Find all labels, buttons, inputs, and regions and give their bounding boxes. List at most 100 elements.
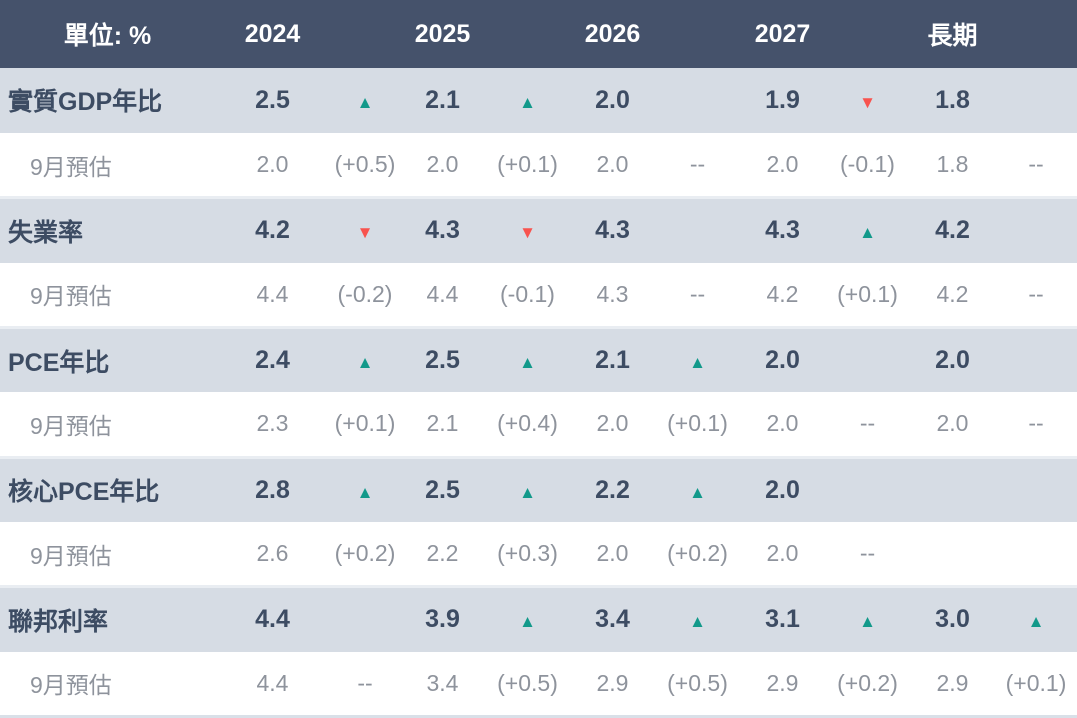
- row-label: PCE年比: [8, 348, 110, 377]
- header-row: 單位: % 2024 2025 2026 2027 長期: [0, 0, 1077, 68]
- down-arrow-icon: ▼: [356, 223, 374, 243]
- value-cell: 3.4: [426, 669, 459, 696]
- change-cell: (+0.3): [497, 540, 558, 567]
- column-header: 2026: [584, 19, 641, 48]
- up-arrow-icon: ▲: [1027, 612, 1045, 632]
- value-cell: 1.8: [936, 151, 969, 178]
- row-label: 9月預估: [30, 412, 112, 439]
- value-cell: 3.1: [765, 605, 800, 634]
- change-cell: (+0.2): [837, 669, 898, 696]
- value-cell: 2.2: [426, 540, 459, 567]
- change-cell: (+0.5): [334, 151, 396, 178]
- change-cell: ▼: [330, 198, 400, 263]
- change-cell: --: [1028, 280, 1044, 307]
- change-cell: --: [357, 669, 373, 696]
- change-cell: (+0.5): [667, 669, 728, 696]
- change-cell: [995, 457, 1077, 522]
- change-cell: ▲: [330, 327, 400, 392]
- row-label: 9月預估: [30, 153, 112, 180]
- change-cell: ▲: [825, 587, 910, 652]
- metric-row: 核心PCE年比 2.8 ▲ 2.5 ▲ 2.2 ▲ 2.0: [0, 457, 1077, 522]
- column-header-spacer: [995, 0, 1077, 68]
- column-header: 2027: [754, 19, 811, 48]
- value-cell: 2.0: [766, 540, 799, 567]
- metric-row: 失業率 4.2 ▼ 4.3 ▼ 4.3 4.3 ▲ 4.2: [0, 197, 1077, 263]
- column-header-spacer: [485, 0, 570, 68]
- column-header: 長期: [927, 22, 978, 50]
- value-cell: 2.0: [596, 410, 629, 437]
- value-cell: [910, 457, 995, 522]
- value-cell: 1.9: [765, 85, 800, 114]
- estimate-row: 9月預估 4.4 -- 3.4 (+0.5) 2.9 (+0.5) 2.9 (+0.2) 2.9 (…: [0, 651, 1077, 717]
- value-cell: 4.2: [935, 216, 970, 245]
- metric-row: 聯邦利率 4.4 3.9 ▲ 3.4 ▲ 3.1 ▲ 3.0 ▲: [0, 586, 1077, 652]
- up-arrow-icon: ▲: [519, 92, 536, 112]
- change-cell: --: [689, 151, 706, 178]
- value-cell: 4.3: [595, 216, 630, 245]
- value-cell: 4.2: [936, 280, 969, 307]
- value-cell: 2.1: [425, 85, 460, 114]
- value-cell: 2.1: [595, 346, 630, 375]
- value-cell: 2.5: [255, 85, 290, 114]
- value-cell: 2.9: [596, 669, 629, 696]
- up-arrow-icon: ▲: [859, 612, 876, 632]
- change-cell: ▲: [655, 327, 740, 392]
- estimate-row: 9月預估 2.3 (+0.1) 2.1 (+0.4) 2.0 (+0.1) 2.0 -- 2.0 -…: [0, 392, 1077, 458]
- unit-label: 單位: %: [63, 22, 152, 50]
- value-cell: 4.3: [425, 216, 460, 245]
- change-cell: --: [859, 410, 876, 437]
- value-cell: 4.2: [255, 216, 290, 245]
- up-arrow-icon: ▲: [689, 353, 706, 373]
- value-cell: 2.6: [256, 540, 289, 567]
- change-cell: [995, 68, 1077, 133]
- metric-row: 實質GDP年比 2.5 ▲ 2.1 ▲ 2.0 1.9 ▼ 1.8: [0, 68, 1077, 133]
- column-header: 2025: [414, 19, 471, 48]
- value-cell: 2.0: [766, 410, 799, 437]
- change-cell: (+0.1): [667, 410, 728, 437]
- up-arrow-icon: ▲: [356, 353, 374, 373]
- change-cell: ▼: [825, 68, 910, 133]
- value-cell: 4.4: [426, 280, 459, 307]
- change-cell: --: [689, 280, 706, 307]
- up-arrow-icon: ▲: [356, 482, 374, 502]
- value-cell: 4.3: [765, 216, 800, 245]
- change-cell: ▲: [825, 198, 910, 263]
- value-cell: 2.0: [596, 151, 629, 178]
- change-cell: [825, 457, 910, 522]
- value-cell: 2.0: [595, 85, 630, 114]
- change-cell: ▲: [655, 587, 740, 652]
- change-cell: [825, 327, 910, 392]
- estimate-row: 9月預估 2.0 (+0.5) 2.0 (+0.1) 2.0 -- 2.0 (-0.1) 1.8 -…: [0, 132, 1077, 198]
- value-cell: 4.4: [256, 669, 289, 696]
- change-cell: ▲: [485, 68, 570, 133]
- row-label: 9月預估: [30, 542, 112, 569]
- value-cell: 2.0: [426, 151, 459, 178]
- change-cell: ▲: [655, 457, 740, 522]
- up-arrow-icon: ▲: [356, 92, 374, 112]
- value-cell: 2.0: [765, 346, 800, 375]
- value-cell: 2.5: [425, 475, 460, 504]
- change-cell: [995, 198, 1077, 263]
- down-arrow-icon: ▼: [859, 92, 876, 112]
- value-cell: [910, 522, 995, 587]
- value-cell: 2.0: [256, 151, 289, 178]
- change-cell: --: [859, 540, 876, 567]
- change-cell: (+0.2): [667, 540, 728, 567]
- value-cell: 2.0: [766, 151, 799, 178]
- change-cell: ▲: [330, 68, 400, 133]
- value-cell: 2.0: [936, 410, 969, 437]
- change-cell: (-0.1): [840, 151, 895, 178]
- down-arrow-icon: ▼: [519, 223, 536, 243]
- change-cell: ▲: [485, 457, 570, 522]
- up-arrow-icon: ▲: [689, 612, 706, 632]
- row-label: 9月預估: [30, 283, 112, 310]
- estimate-row: 9月預估 4.4 (-0.2) 4.4 (-0.1) 4.3 -- 4.2 (+0.1) 4.2 -…: [0, 262, 1077, 328]
- change-cell: [330, 587, 400, 652]
- value-cell: 4.4: [255, 605, 290, 634]
- change-cell: (+0.5): [497, 669, 558, 696]
- value-cell: 4.3: [596, 280, 629, 307]
- up-arrow-icon: ▲: [519, 353, 536, 373]
- change-cell: ▲: [485, 587, 570, 652]
- change-cell: ▼: [485, 198, 570, 263]
- row-label: 9月預估: [30, 672, 112, 699]
